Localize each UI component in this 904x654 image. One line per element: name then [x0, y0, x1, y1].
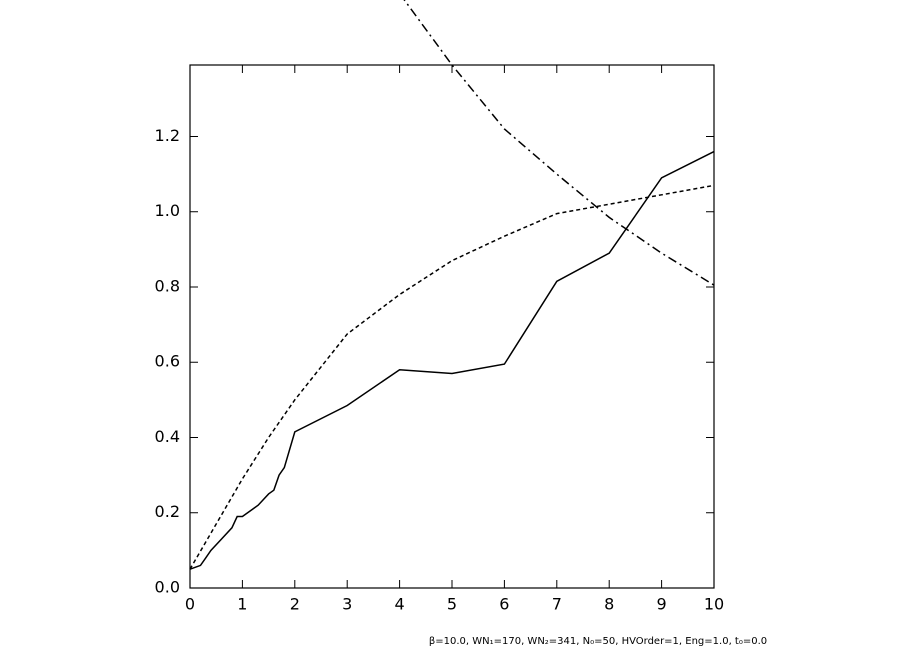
y-tick-label: 1.2: [155, 126, 180, 145]
y-tick-label: 0.4: [155, 427, 180, 446]
x-tick-label: 2: [290, 595, 300, 614]
plot-frame: [189, 64, 715, 589]
line-series: [403, 0, 715, 286]
y-tick-label: 0.0: [155, 578, 180, 597]
y-tick-label: 1.0: [155, 201, 180, 220]
x-tick-label: 5: [447, 595, 457, 614]
x-tick-label: 0: [185, 595, 195, 614]
line-series: [189, 150, 715, 570]
x-tick-label: 9: [657, 595, 667, 614]
y-tick-label: 0.2: [155, 502, 180, 521]
x-tick-label: 8: [604, 595, 614, 614]
annotation: β=10.0, WN₁=170, WN₂=341, N₀=50, HVOrder…: [429, 636, 767, 647]
y-tick-label: 0.6: [155, 352, 180, 371]
x-tick-label: 10: [704, 595, 724, 614]
x-tick-label: 6: [499, 595, 509, 614]
y-tick-label: 0.8: [155, 276, 180, 295]
x-tick-label: 7: [552, 595, 562, 614]
x-tick-label: 1: [237, 595, 247, 614]
line-series: [189, 184, 715, 570]
x-tick-label: 4: [395, 595, 405, 614]
x-tick-label: 3: [342, 595, 352, 614]
